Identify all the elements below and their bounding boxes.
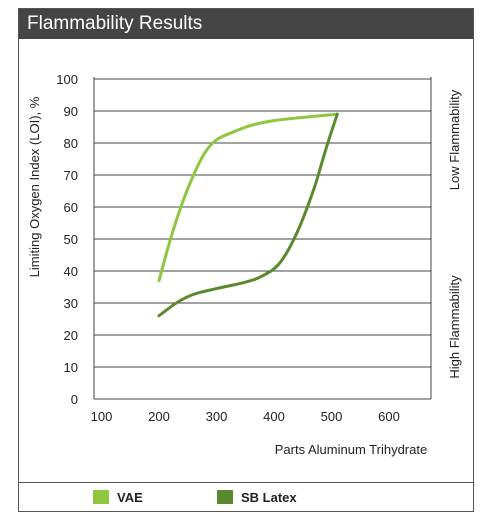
legend-item-sb-latex: SB Latex [217,490,297,506]
chart-frame: Flammability Results 0 10 20 30 40 50 60 70 80 90… [18,8,474,512]
y-tick-label-80: 80 [64,136,78,151]
x-tick-label-500: 500 [321,409,343,424]
x-tick-label-300: 300 [206,409,228,424]
series-line-vae [157,112,339,283]
chart-plot: 0 10 20 30 40 50 60 70 80 90 100 100 200 300 400 500 60… [27,72,462,457]
y-tick-label-40: 40 [64,264,78,279]
legend-item-vae: VAE [93,490,143,506]
x-tick-label-400: 400 [263,409,285,424]
x-axis-label: Parts Aluminum Trihydrate [275,442,427,457]
x-tick-labels: 100 200 300 400 500 600 [91,409,400,424]
legend-label-sb-latex: SB Latex [241,490,297,505]
chart-title: Flammability Results [19,9,473,39]
y-tick-labels: 0 10 20 30 40 50 60 70 80 90 100 [56,72,78,407]
y-axis-label: Limiting Oxygen Index (LOI), % [27,96,42,277]
y-tick-label-70: 70 [64,168,78,183]
low-flammability-label: Low Flammability [447,89,462,190]
x-tick-label-100: 100 [91,409,113,424]
y-tick-label-30: 30 [64,296,78,311]
axes [93,77,432,400]
legend-divider [19,482,473,483]
legend-label-vae: VAE [117,490,143,505]
y-tick-label-90: 90 [64,104,78,119]
y-tick-label-100: 100 [56,72,78,87]
high-flammability-label: High Flammability [447,275,462,379]
legend-swatch-vae [93,490,109,504]
y-tick-label-60: 60 [64,200,78,215]
legend-swatch-sb-latex [217,490,233,504]
grid-lines [94,78,431,368]
y-tick-label-50: 50 [64,232,78,247]
y-tick-label-20: 20 [64,328,78,343]
x-tick-label-600: 600 [378,409,400,424]
series-line-sb-latex [157,112,339,318]
y-tick-label-10: 10 [64,360,78,375]
series-lines [157,112,339,318]
x-tick-label-200: 200 [148,409,170,424]
y-tick-label-0: 0 [71,392,78,407]
